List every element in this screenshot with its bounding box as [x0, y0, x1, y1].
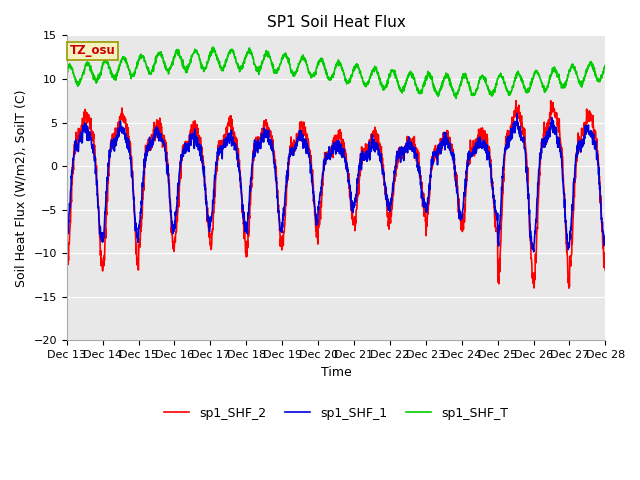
sp1_SHF_2: [213, 168, 221, 174]
sp1_SHF_2: [63, 255, 70, 261]
sp1_SHF_2: [570, 213, 577, 218]
sp1_SHF_T: [63, 69, 70, 74]
sp1_SHF_1: [513, 111, 521, 117]
sp1_SHF_T: [452, 96, 460, 101]
sp1_SHF_2: [351, 223, 359, 229]
Line: sp1_SHF_2: sp1_SHF_2: [67, 101, 605, 288]
sp1_SHF_2: [554, 118, 562, 123]
sp1_SHF_1: [213, 156, 221, 162]
sp1_SHF_1: [63, 233, 70, 239]
sp1_SHF_2: [565, 285, 573, 291]
X-axis label: Time: Time: [321, 366, 351, 379]
sp1_SHF_T: [364, 82, 371, 87]
sp1_SHF_2: [493, 228, 500, 234]
sp1_SHF_1: [493, 213, 500, 218]
sp1_SHF_1: [570, 192, 577, 197]
Legend: sp1_SHF_2, sp1_SHF_1, sp1_SHF_T: sp1_SHF_2, sp1_SHF_1, sp1_SHF_T: [159, 402, 513, 425]
sp1_SHF_1: [602, 233, 609, 239]
Line: sp1_SHF_1: sp1_SHF_1: [67, 114, 605, 252]
sp1_SHF_1: [530, 249, 538, 255]
sp1_SHF_T: [493, 79, 500, 85]
sp1_SHF_T: [570, 64, 577, 70]
sp1_SHF_2: [602, 267, 609, 273]
sp1_SHF_1: [364, 151, 371, 157]
sp1_SHF_2: [364, 148, 371, 154]
Line: sp1_SHF_T: sp1_SHF_T: [67, 47, 605, 98]
Title: SP1 Soil Heat Flux: SP1 Soil Heat Flux: [267, 15, 406, 30]
sp1_SHF_T: [602, 62, 609, 68]
Text: TZ_osu: TZ_osu: [70, 45, 115, 58]
sp1_SHF_T: [352, 62, 360, 68]
sp1_SHF_1: [351, 199, 359, 204]
Y-axis label: Soil Heat Flux (W/m2), SoilT (C): Soil Heat Flux (W/m2), SoilT (C): [15, 89, 28, 287]
sp1_SHF_1: [554, 144, 562, 150]
sp1_SHF_T: [209, 44, 217, 50]
sp1_SHF_T: [213, 57, 221, 62]
sp1_SHF_2: [512, 98, 520, 104]
sp1_SHF_T: [554, 73, 562, 79]
